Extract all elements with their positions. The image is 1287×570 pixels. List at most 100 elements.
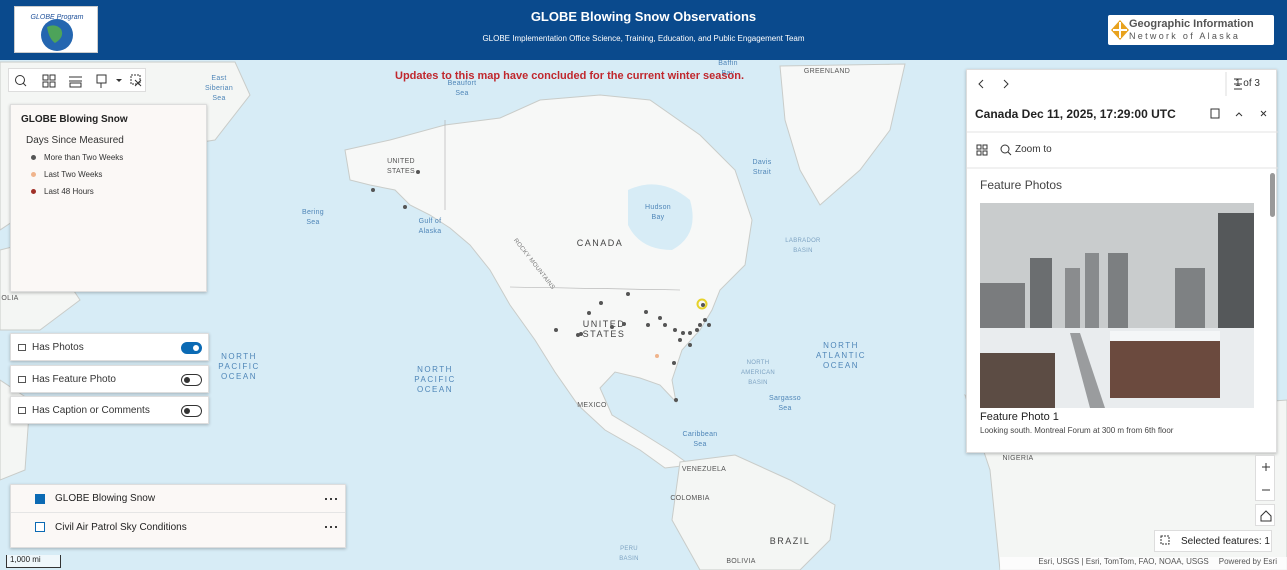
observation[interactable] bbox=[587, 311, 591, 315]
feature-photo[interactable] bbox=[980, 203, 1254, 408]
prev-button[interactable] bbox=[978, 79, 984, 89]
next-button[interactable] bbox=[1003, 79, 1009, 89]
toggle[interactable] bbox=[181, 342, 202, 354]
layer-options[interactable] bbox=[325, 497, 337, 501]
zoom-to[interactable]: Zoom to bbox=[1015, 144, 1052, 155]
dock-button[interactable] bbox=[1210, 108, 1220, 119]
checkbox[interactable] bbox=[35, 493, 45, 504]
filter[interactable]: Has Feature Photo bbox=[10, 365, 209, 393]
icon bbox=[49, 81, 56, 88]
observation[interactable] bbox=[610, 325, 614, 329]
observation[interactable] bbox=[646, 323, 650, 327]
observation[interactable] bbox=[681, 331, 685, 335]
toggle[interactable] bbox=[181, 374, 202, 386]
dot bbox=[325, 526, 327, 528]
logo-text: GLOBE Program bbox=[31, 14, 84, 21]
filter-icon bbox=[18, 344, 26, 351]
globe-logo[interactable]: GLOBE Program bbox=[14, 6, 98, 53]
popup-title: Canada Dec 11, 2025, 17:29:00 UTC bbox=[975, 107, 1176, 121]
toggle[interactable] bbox=[181, 405, 202, 417]
list-button[interactable] bbox=[1234, 78, 1242, 90]
icon bbox=[22, 82, 27, 87]
icon bbox=[96, 74, 107, 84]
filter-button[interactable] bbox=[69, 76, 82, 88]
observation[interactable] bbox=[626, 292, 630, 296]
observation[interactable] bbox=[554, 328, 558, 332]
photo-caption: Looking south. Montreal Forum at 300 m f… bbox=[980, 426, 1174, 435]
observation[interactable] bbox=[707, 323, 711, 327]
layer[interactable]: Civil Air Patrol Sky Conditions bbox=[11, 513, 345, 541]
lasso-button[interactable] bbox=[96, 74, 122, 88]
map-label: BOLIVIA bbox=[726, 558, 755, 565]
pager: 1 of 3 bbox=[1234, 78, 1260, 89]
legend-label: Last Two Weeks bbox=[44, 170, 103, 179]
observation[interactable] bbox=[644, 310, 648, 314]
gina-logo[interactable]: Geographic Information Network of Alaska bbox=[1108, 15, 1274, 45]
map-label: Sea bbox=[212, 95, 225, 102]
home-button[interactable] bbox=[1255, 504, 1275, 526]
brick-building bbox=[1110, 338, 1220, 398]
title: GLOBE Blowing Snow Observations bbox=[530, 9, 757, 24]
section-title: Feature Photos bbox=[980, 178, 1063, 192]
dot bbox=[335, 498, 337, 500]
checkbox[interactable] bbox=[35, 522, 45, 532]
map-label: Bering bbox=[302, 209, 324, 216]
subtitle: GLOBE Implementation Office Science, Tra… bbox=[482, 34, 805, 43]
observation[interactable] bbox=[674, 398, 678, 402]
photo-title: Feature Photo 1 bbox=[980, 411, 1059, 423]
map-label: Davis bbox=[752, 159, 771, 166]
observation[interactable] bbox=[688, 331, 692, 335]
notice: Updates to this map have concluded for t… bbox=[395, 70, 745, 82]
observation[interactable] bbox=[658, 316, 662, 320]
actions-button[interactable] bbox=[976, 144, 988, 156]
legend-swatch bbox=[31, 155, 36, 160]
collapse-button[interactable] bbox=[1235, 112, 1243, 117]
observation[interactable] bbox=[698, 323, 702, 327]
clear-button[interactable] bbox=[130, 74, 142, 87]
icon bbox=[134, 79, 142, 87]
zoom-in[interactable] bbox=[1262, 463, 1270, 471]
layer-label: Civil Air Patrol Sky Conditions bbox=[55, 521, 187, 533]
map-label: Beaufort bbox=[448, 80, 477, 87]
dot bbox=[330, 498, 332, 500]
map-label: OCEAN bbox=[417, 385, 453, 394]
gina-line-2: Network of Alaska bbox=[1129, 31, 1241, 41]
map-label: Sea bbox=[306, 219, 319, 226]
observation[interactable] bbox=[701, 303, 705, 307]
observation[interactable] bbox=[695, 328, 699, 332]
south-america bbox=[671, 454, 836, 570]
observation[interactable] bbox=[703, 318, 707, 322]
layer-label: GLOBE Blowing Snow bbox=[55, 493, 156, 504]
map-label: STATES bbox=[387, 168, 415, 175]
scrollbar[interactable] bbox=[1270, 173, 1275, 217]
popup-controls bbox=[967, 72, 1278, 169]
icon bbox=[982, 150, 988, 156]
observation[interactable] bbox=[403, 205, 407, 209]
observation[interactable] bbox=[599, 301, 603, 305]
search-button[interactable] bbox=[15, 75, 27, 87]
map-label: Sargasso bbox=[769, 395, 801, 402]
observation[interactable] bbox=[663, 323, 667, 327]
map-label: AMERICAN bbox=[741, 370, 775, 376]
observation[interactable] bbox=[371, 188, 375, 192]
observation[interactable] bbox=[688, 343, 692, 347]
zoom-icons bbox=[1262, 463, 1270, 491]
observation[interactable] bbox=[579, 332, 583, 336]
observation[interactable] bbox=[678, 338, 682, 342]
observation[interactable] bbox=[622, 322, 626, 326]
observation[interactable] bbox=[673, 328, 677, 332]
icon bbox=[130, 74, 141, 85]
select-button[interactable] bbox=[42, 74, 56, 88]
popup: 1 of 3 Canada Dec 11, 2025, 17:29:00 UTC… bbox=[966, 69, 1278, 453]
layer[interactable]: GLOBE Blowing Snow bbox=[11, 485, 345, 513]
filter[interactable]: Has Caption or Comments bbox=[10, 396, 209, 424]
selected-features[interactable]: Selected features: 1 bbox=[1154, 530, 1272, 552]
layer-options[interactable] bbox=[325, 525, 337, 529]
close-button[interactable] bbox=[1260, 110, 1267, 117]
map-label: Caribbean bbox=[683, 431, 718, 438]
observation[interactable] bbox=[416, 170, 420, 174]
observation[interactable] bbox=[655, 354, 659, 358]
filter[interactable]: Has Photos bbox=[10, 333, 209, 361]
globe-land bbox=[47, 25, 63, 43]
observation[interactable] bbox=[672, 361, 676, 365]
